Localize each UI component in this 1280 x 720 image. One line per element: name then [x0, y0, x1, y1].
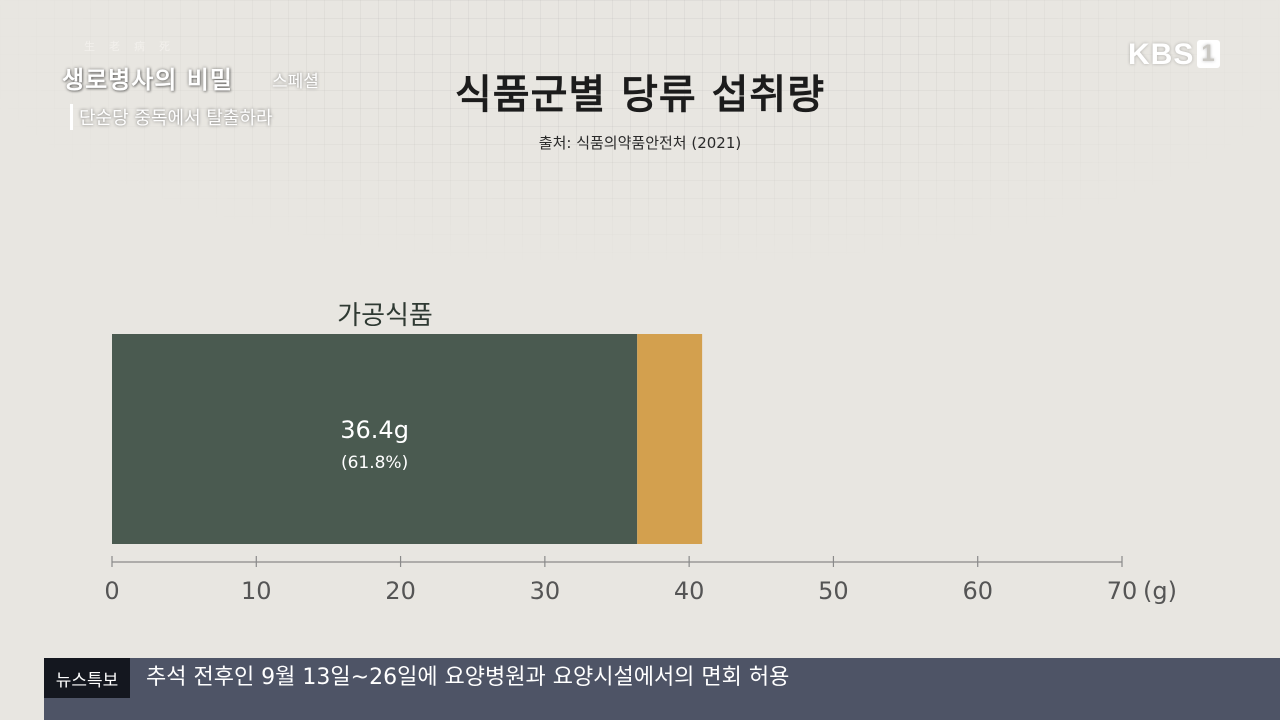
- x-tick-label: 10: [241, 577, 272, 605]
- ticker-text: 추석 전후인 9월 13일~26일에 요양병원과 요양시설에서의 면회 허용: [146, 665, 790, 690]
- x-axis-unit: (g): [1143, 577, 1177, 605]
- program-hanja: 生老病死: [84, 40, 184, 53]
- program-subtitle: 단순당 중독에서 탈출하라: [70, 104, 273, 130]
- channel-number: 1: [1197, 40, 1220, 68]
- program-title: 생로병사의 비밀: [62, 66, 233, 94]
- chart-title: 식품군별 당류 섭취량: [454, 72, 826, 118]
- chart-source: 출처: 식품의약품안전처 (2021): [538, 134, 742, 152]
- category-label: 가공식품: [337, 301, 433, 331]
- x-tick-label: 50: [818, 577, 849, 605]
- broadcaster-name: KBS: [1128, 38, 1195, 71]
- chart: 가공식품 36.4g (61.8%) 0 10 20 30 40 50 60 70 (g): [104, 301, 1177, 605]
- x-tick-label: 70: [1107, 577, 1138, 605]
- program-special-label: 스페셜: [272, 72, 319, 92]
- program-logo: 生老病死 생로병사의 비밀 스페셜 단순당 중독에서 탈출하라: [62, 38, 342, 138]
- bar-segment-1: [112, 334, 638, 544]
- x-tick-label: 30: [530, 577, 561, 605]
- x-tick-label: 0: [104, 577, 119, 605]
- data-label-value: 36.4g: [340, 416, 409, 444]
- data-label-percent: (61.8%): [341, 453, 408, 473]
- x-tick-label: 60: [962, 577, 993, 605]
- x-tick-label: 40: [674, 577, 705, 605]
- x-tick-label: 20: [385, 577, 416, 605]
- ticker-label: 뉴스특보: [44, 658, 130, 698]
- bar-segment-2: [637, 334, 703, 544]
- broadcaster-logo: KBS 1: [1128, 38, 1220, 72]
- news-ticker: 뉴스특보 추석 전후인 9월 13일~26일에 요양병원과 요양시설에서의 면회…: [44, 658, 1280, 720]
- background-grid: [0, 0, 1280, 260]
